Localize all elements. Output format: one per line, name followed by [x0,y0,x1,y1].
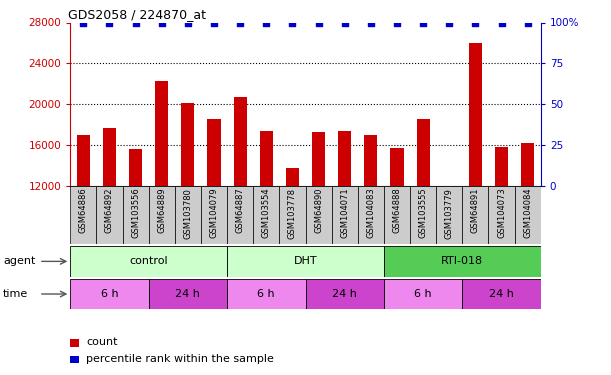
Text: GSM64886: GSM64886 [79,188,88,234]
Bar [521,143,534,309]
Bar [201,186,227,244]
Bar [384,246,541,277]
Point [183,20,193,26]
Bar [181,103,194,309]
Point [313,20,323,26]
Point [470,20,480,26]
Text: GSM104073: GSM104073 [497,188,506,238]
Point [366,20,376,26]
Text: percentile rank within the sample: percentile rank within the sample [86,354,274,364]
Point [340,20,349,26]
Bar [253,186,279,244]
Point [262,20,271,26]
Point [419,20,428,26]
Bar [70,246,227,277]
Bar [417,118,430,309]
Bar [97,186,123,244]
Point [523,20,533,26]
Bar [227,246,384,277]
Text: GSM64890: GSM64890 [314,188,323,233]
Bar [227,186,253,244]
Point [104,20,114,26]
Bar [410,186,436,244]
Bar [390,148,403,309]
Point [288,20,298,26]
Text: GDS2058 / 224870_at: GDS2058 / 224870_at [68,8,206,21]
Text: GSM103555: GSM103555 [419,188,428,238]
Bar [286,168,299,309]
Bar [358,186,384,244]
Text: time: time [3,289,28,299]
Bar [208,118,221,309]
Bar [488,186,514,244]
Text: RTI-018: RTI-018 [441,256,483,266]
Text: 6 h: 6 h [257,289,275,299]
Text: GSM64888: GSM64888 [392,188,401,234]
Bar [338,131,351,309]
Bar [77,135,90,309]
Bar [469,43,482,309]
Bar [279,186,306,244]
Point [131,20,141,26]
Bar [495,147,508,309]
Point [78,20,88,26]
Text: GSM64891: GSM64891 [471,188,480,233]
Text: 24 h: 24 h [175,289,200,299]
Bar [443,188,456,309]
Bar [175,186,201,244]
Text: 24 h: 24 h [489,289,514,299]
Bar [312,132,325,309]
Bar [155,81,168,309]
Text: agent: agent [3,256,35,266]
Text: DHT: DHT [294,256,317,266]
Bar [364,135,378,309]
Bar [70,279,148,309]
Bar [384,186,410,244]
Bar [103,128,116,309]
Text: GSM104083: GSM104083 [367,188,375,238]
Point [209,20,219,26]
Bar [227,279,306,309]
Bar [129,149,142,309]
Text: 24 h: 24 h [332,289,357,299]
Bar [260,131,273,309]
Text: GSM103554: GSM103554 [262,188,271,238]
Text: GSM64889: GSM64889 [157,188,166,233]
Text: 6 h: 6 h [101,289,119,299]
Point [392,20,402,26]
Text: GSM64887: GSM64887 [236,188,244,234]
Bar [306,279,384,309]
Bar [332,186,358,244]
Bar [514,186,541,244]
Text: GSM103778: GSM103778 [288,188,297,239]
Text: GSM64892: GSM64892 [105,188,114,233]
Text: count: count [86,338,117,348]
Text: GSM104071: GSM104071 [340,188,349,238]
Point [444,20,454,26]
Bar [463,279,541,309]
Bar [70,339,79,346]
Bar [148,279,227,309]
Point [497,20,507,26]
Bar [384,279,463,309]
Bar [463,186,488,244]
Bar [436,186,463,244]
Point [235,20,245,26]
Text: GSM103556: GSM103556 [131,188,140,238]
Text: 6 h: 6 h [414,289,432,299]
Bar [123,186,148,244]
Text: control: control [130,256,168,266]
Bar [70,356,79,363]
Bar [70,186,97,244]
Text: GSM104079: GSM104079 [210,188,219,238]
Text: GSM103779: GSM103779 [445,188,454,238]
Bar [306,186,332,244]
Point [157,20,167,26]
Bar [148,186,175,244]
Text: GSM103780: GSM103780 [183,188,192,238]
Text: GSM104084: GSM104084 [523,188,532,238]
Bar [233,97,247,309]
